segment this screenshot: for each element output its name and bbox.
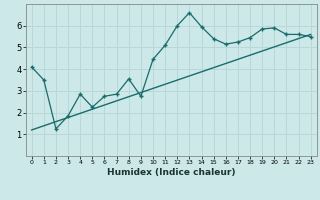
X-axis label: Humidex (Indice chaleur): Humidex (Indice chaleur): [107, 168, 236, 177]
